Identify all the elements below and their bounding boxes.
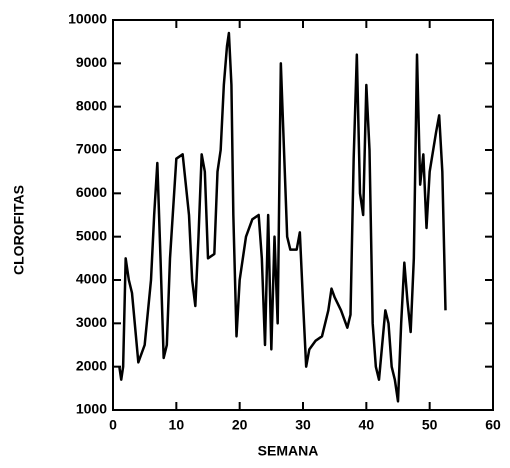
y-tick-label: 10000 [68,11,107,27]
plot-frame [112,19,494,411]
data-line [118,31,447,403]
y-tick-label: 1000 [76,401,107,417]
x-tick-label: 50 [422,417,438,433]
y-tick-label: 9000 [76,54,107,70]
x-tick-label: 30 [295,417,311,433]
y-tick-label: 6000 [76,184,107,200]
y-tick-label: 3000 [76,314,107,330]
y-tick-label: 7000 [76,141,107,157]
y-tick-label: 4000 [76,271,107,287]
x-tick-label: 0 [109,417,117,433]
y-tick-label: 5000 [76,227,107,243]
x-tick-label: 60 [485,417,501,433]
y-axis-label: CLOROFITAS [11,185,27,275]
y-tick-label: 2000 [76,357,107,373]
y-tick-label: 8000 [76,97,107,113]
x-tick-label: 20 [232,417,248,433]
x-axis-label: SEMANA [258,443,319,459]
x-tick-label: 40 [359,417,375,433]
x-tick-label: 10 [169,417,185,433]
